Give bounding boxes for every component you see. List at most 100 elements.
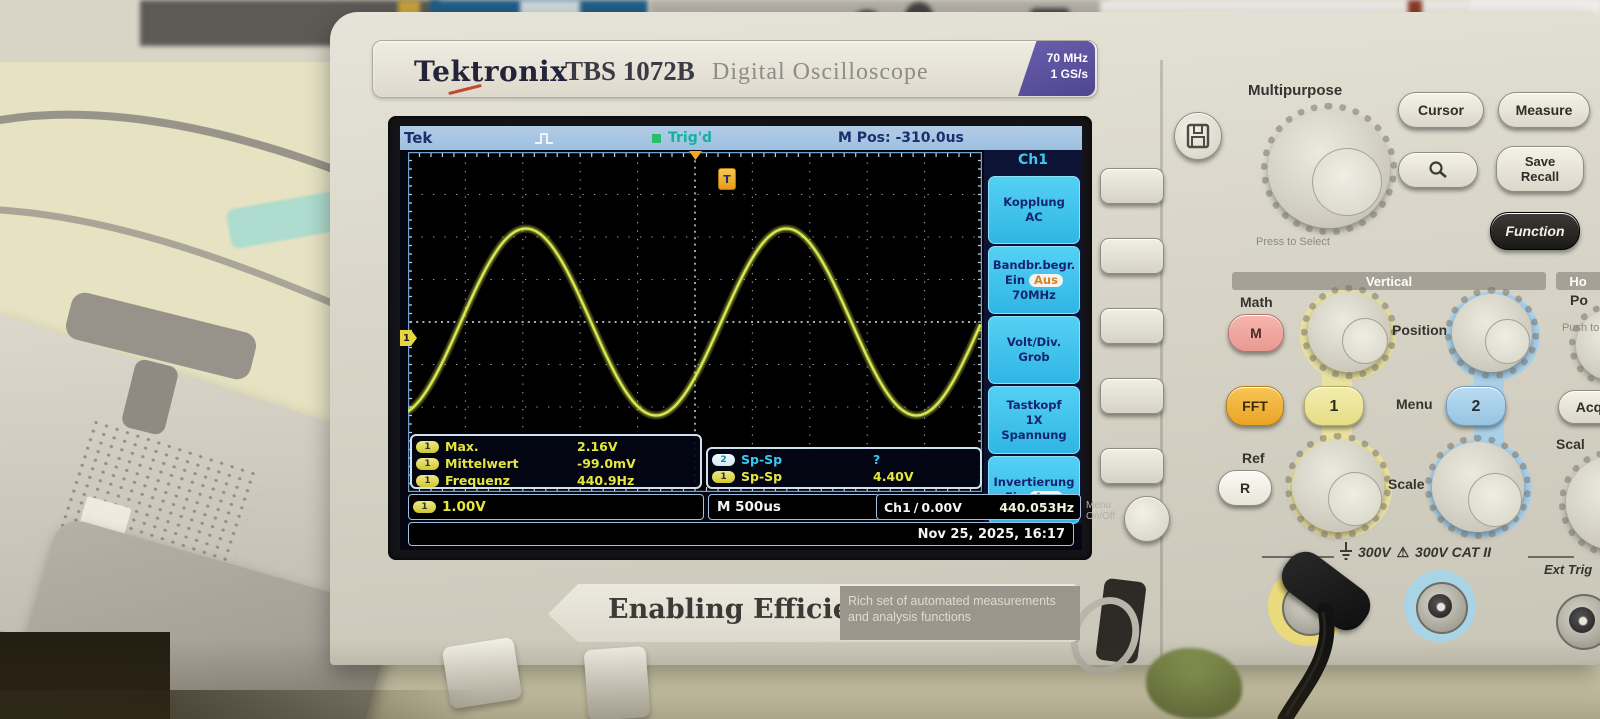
tek-logo: Tek <box>404 129 433 147</box>
zoom-button[interactable] <box>1398 152 1478 188</box>
bandwidth-label: 70 MHz <box>1046 51 1088 65</box>
measurement-value: 2.16V <box>577 439 618 454</box>
trigger-readout: Ch1 ∕ 0.00V 440.053Hz <box>876 494 1081 520</box>
ch1-menu-button[interactable]: 1 <box>1304 386 1364 426</box>
trigger-level: 0.00V <box>921 499 962 515</box>
measurement-row: 1 Frequenz 440.9Hz <box>412 472 700 489</box>
save-button[interactable] <box>1174 112 1222 160</box>
multipurpose-knob[interactable] <box>1261 103 1397 235</box>
scale-label: Scale <box>1388 476 1425 492</box>
rating-rule-right <box>1528 556 1574 558</box>
magnifier-icon <box>1429 161 1447 178</box>
trigger-position-arrow <box>689 151 702 160</box>
pulse-icon <box>535 133 553 144</box>
softmenu-title: Ch1 <box>1018 152 1048 168</box>
ch2-position-knob[interactable] <box>1445 287 1539 379</box>
timebase-value: M 500us <box>717 499 781 515</box>
ref-label: Ref <box>1242 450 1265 466</box>
channel-badge: 1 <box>712 470 735 483</box>
bezel-softkey-5[interactable] <box>1100 448 1164 484</box>
measurement-name: Mittelwert <box>445 456 519 471</box>
toggle-selected-pill: Aus <box>1029 273 1063 287</box>
ch1-waveform-trace <box>408 227 982 417</box>
ch2-scale-knob[interactable] <box>1425 435 1531 539</box>
horizontal-section-header: Ho <box>1556 272 1600 290</box>
brand-logo: Tektronix <box>414 55 568 88</box>
measurement-box-1: 1 Max. 2.16V 1 Mittelwert -99.0mV 1 Frequenz 440… <box>410 434 702 489</box>
screen-top-bar: Tek Trig'd M Pos: -310.0us <box>400 126 1082 150</box>
measurement-value: ? <box>873 452 881 467</box>
bezel-softkey-3[interactable] <box>1100 308 1164 344</box>
vertical-section-header: Vertical <box>1232 272 1546 290</box>
trigger-slope-icon: ∕ <box>913 499 919 515</box>
model-number: TBS 1072B <box>565 56 695 86</box>
math-button[interactable]: M <box>1228 314 1284 352</box>
ground-icon <box>1340 542 1352 560</box>
horizontal-position-readout: M Pos: -310.0us <box>838 130 964 146</box>
bezel-softkey-4[interactable] <box>1100 378 1164 414</box>
ch2-bnc-pin <box>1436 602 1446 612</box>
math-label: Math <box>1240 294 1273 310</box>
horizontal-scale-label: Scal <box>1556 436 1585 452</box>
menu-onoff-label: Menu On/Off <box>1086 500 1116 522</box>
softmenu-item-3: Volt/Div. Grob <box>988 316 1080 384</box>
measure-button[interactable]: Measure <box>1498 92 1590 128</box>
function-button[interactable]: Function <box>1490 212 1580 250</box>
push-to-label: Push to <box>1562 322 1600 334</box>
brand-strip <box>372 40 1098 98</box>
probe-cable <box>1277 602 1335 719</box>
menu-label: Menu <box>1396 396 1433 412</box>
waveform-plot <box>408 152 982 492</box>
ch1-scale-knob[interactable] <box>1285 433 1391 539</box>
softmenu-item-1: Kopplung AC <box>988 176 1080 244</box>
bezel-softkey-1[interactable] <box>1100 168 1164 204</box>
channel-badge: 1 <box>416 440 439 453</box>
ch1-position-knob[interactable] <box>1301 285 1397 379</box>
softmenu-item-4: Tastkopf 1X Spannung <box>988 386 1080 454</box>
datetime-bar: Nov 25, 2025, 16:17 <box>408 522 1074 546</box>
ch1-scale-value: 1.00V <box>442 499 486 515</box>
floppy-icon <box>1186 123 1210 149</box>
ch1-badge: 1 <box>413 501 436 513</box>
lcd-screen: Tek Trig'd M Pos: -310.0us 1 T Ch1 Koppl… <box>400 126 1082 550</box>
timebase-readout: M 500us <box>708 494 880 520</box>
channel-badge: 1 <box>416 474 439 487</box>
horizontal-scale-knob[interactable] <box>1559 449 1600 557</box>
measurement-value: -99.0mV <box>577 456 636 471</box>
measurement-row: 1 Sp-Sp 4.40V <box>708 468 980 485</box>
measurement-name: Frequenz <box>445 473 510 488</box>
channel-badge: 2 <box>712 453 735 466</box>
acquire-button[interactable]: Acq <box>1558 390 1600 424</box>
bezel-softkey-2[interactable] <box>1100 238 1164 274</box>
position-label: Position <box>1392 322 1448 338</box>
product-name: Digital Oscilloscope <box>712 59 929 85</box>
lanyard-fuzz <box>1146 648 1242 719</box>
softmenu-column: Ch1 Kopplung AC Bandbr.begr. Ein Aus 70MHz Vo… <box>984 150 1082 524</box>
measurement-row: 1 Max. 2.16V <box>412 438 700 455</box>
warning-icon: ⚠ <box>1396 544 1410 560</box>
trigger-status: Trig'd <box>668 130 713 146</box>
ref-button[interactable]: R <box>1218 470 1272 506</box>
measurement-value: 440.9Hz <box>577 473 635 488</box>
menu-onoff-button[interactable] <box>1124 496 1170 542</box>
datetime-value: Nov 25, 2025, 16:17 <box>917 526 1065 542</box>
measurement-value: 4.40V <box>873 469 914 484</box>
save-recall-button[interactable]: Save Recall <box>1496 146 1584 192</box>
measurement-box-2: 2 Sp-Sp? 1 Sp-Sp 4.40V <box>706 447 982 489</box>
trigger-source: Ch1 <box>884 499 911 515</box>
ch2-menu-button[interactable]: 2 <box>1446 386 1506 426</box>
softmenu-item-2: Bandbr.begr. Ein Aus 70MHz <box>988 246 1080 314</box>
fft-button[interactable]: FFT <box>1226 386 1284 426</box>
under-desk-shadow-2 <box>0 690 480 719</box>
measurement-name: Max. <box>445 439 479 454</box>
horizontal-position-knob[interactable] <box>1569 303 1600 387</box>
samplerate-label: 1 GS/s <box>1050 67 1088 81</box>
ext-trig-label: Ext Trig <box>1544 562 1593 577</box>
measurement-row: 1 Mittelwert -99.0mV <box>412 455 700 472</box>
trigger-marker: T <box>718 168 736 190</box>
ext-trig-bnc-pin <box>1578 616 1588 626</box>
tagline-description: Rich set of automated measurements and a… <box>840 586 1080 640</box>
chassis-seam <box>1160 60 1163 660</box>
cursor-button[interactable]: Cursor <box>1398 92 1484 128</box>
